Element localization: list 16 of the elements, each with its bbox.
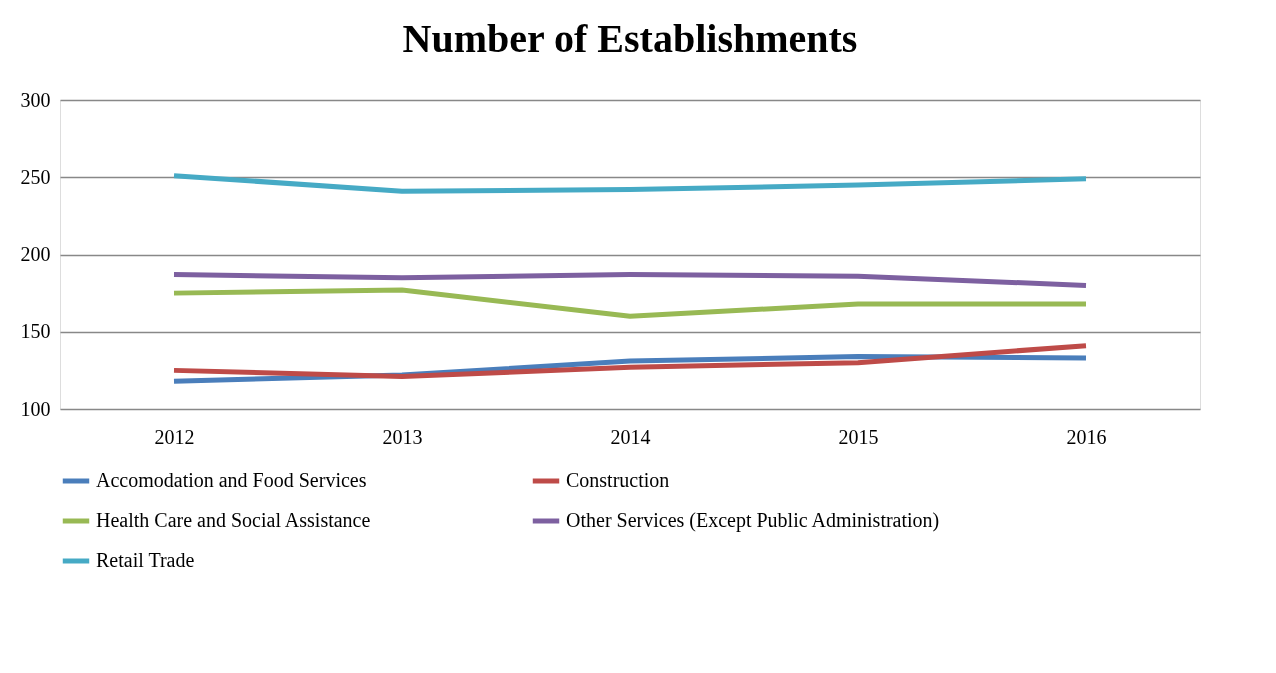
x-tick-label: 2014 [610, 425, 651, 448]
x-tick-label: 2012 [154, 425, 195, 448]
legend-label: Retail Trade [96, 549, 195, 571]
chart-title: Number of Establishments [402, 16, 858, 61]
legend-label: Accomodation and Food Services [96, 469, 367, 491]
legend-label: Health Care and Social Assistance [96, 509, 371, 531]
x-tick-label: 2015 [838, 425, 879, 448]
y-tick-label: 100 [20, 397, 51, 420]
x-tick-label: 2016 [1066, 425, 1107, 448]
x-tick-label: 2013 [382, 425, 423, 448]
legend-label: Construction [566, 469, 670, 491]
y-tick-label: 150 [20, 320, 51, 343]
y-tick-label: 300 [20, 88, 51, 111]
legend-label: Other Services (Except Public Administration) [566, 509, 940, 532]
y-tick-label: 200 [20, 243, 51, 265]
y-tick-label: 250 [20, 165, 51, 188]
